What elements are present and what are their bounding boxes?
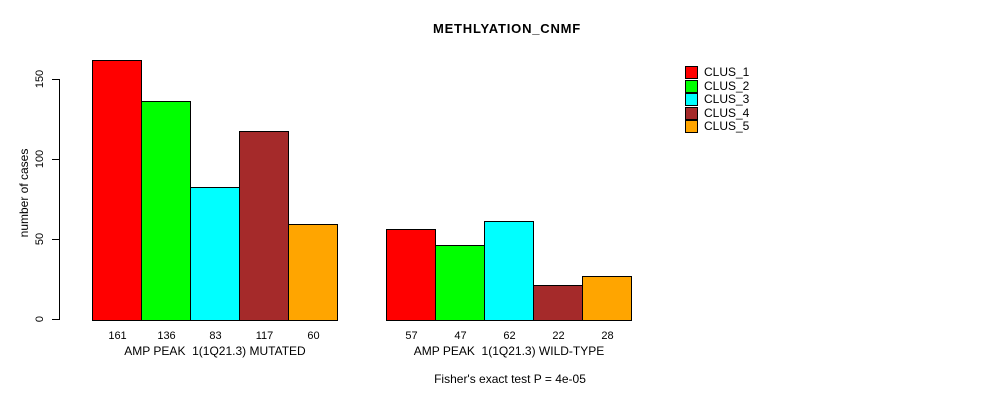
bar-clus_3-group2	[484, 221, 534, 321]
bar-clus_4-group1	[239, 131, 289, 321]
bar-value-label: 22	[552, 330, 565, 342]
legend-swatch	[685, 106, 698, 120]
y-axis-title: number of cases	[17, 148, 31, 238]
bar-value-label: 47	[454, 330, 467, 342]
y-axis-line	[59, 79, 60, 320]
y-axis-tick	[52, 159, 60, 160]
bar-clus_2-group2	[435, 245, 485, 321]
bar-clus_1-group1	[92, 60, 142, 321]
bar-clus_5-group2	[582, 276, 632, 321]
bar-value-label: 62	[503, 330, 516, 342]
legend-swatch	[685, 66, 698, 79]
y-tick-label: 50	[34, 232, 46, 246]
bar-value-label: 83	[209, 330, 222, 342]
y-tick-label: 0	[34, 315, 46, 323]
legend-label: CLUS_5	[704, 119, 750, 133]
legend-swatch	[685, 79, 698, 93]
legend-item: CLUS_2	[685, 78, 750, 93]
legend-item: CLUS_4	[685, 105, 750, 120]
legend-label: CLUS_4	[704, 105, 750, 120]
y-tick-label: 100	[34, 149, 46, 169]
legend-label: CLUS_2	[704, 78, 750, 93]
y-axis-tick	[52, 79, 60, 80]
bar-value-label: 28	[601, 330, 614, 342]
legend-swatch	[685, 120, 698, 133]
bar-value-label: 161	[108, 330, 127, 342]
chart-title: METHLYATION_CNMF	[432, 21, 582, 36]
y-axis-tick	[52, 319, 60, 320]
bar-value-label: 117	[255, 330, 274, 342]
bar-value-label: 136	[157, 330, 176, 342]
legend: CLUS_1 CLUS_2 CLUS_3 CLUS_4 CLUS_5	[685, 66, 749, 134]
legend-item: CLUS_1	[685, 66, 749, 79]
x-category-label: AMP PEAK 1(1Q21.3) MUTATED	[124, 344, 306, 358]
bar-value-label: 60	[307, 330, 320, 342]
bar-clus_2-group1	[141, 101, 191, 321]
bar-clus_5-group1	[288, 224, 338, 321]
fisher-test-caption: Fisher's exact test P = 4e-05	[434, 372, 586, 386]
bar-clus_3-group1	[190, 187, 240, 321]
legend-item: CLUS_3	[685, 93, 749, 106]
y-axis-tick	[52, 239, 60, 240]
legend-swatch	[685, 93, 698, 106]
y-tick-label: 150	[34, 69, 46, 89]
x-category-label: AMP PEAK 1(1Q21.3) WILD-TYPE	[413, 344, 605, 358]
legend-item: CLUS_5	[685, 120, 749, 133]
bar-value-label: 57	[405, 330, 418, 342]
bar-clus_4-group2	[533, 285, 583, 321]
legend-label: CLUS_1	[704, 65, 750, 79]
legend-label: CLUS_3	[704, 92, 750, 106]
bar-clus_1-group2	[386, 229, 436, 321]
